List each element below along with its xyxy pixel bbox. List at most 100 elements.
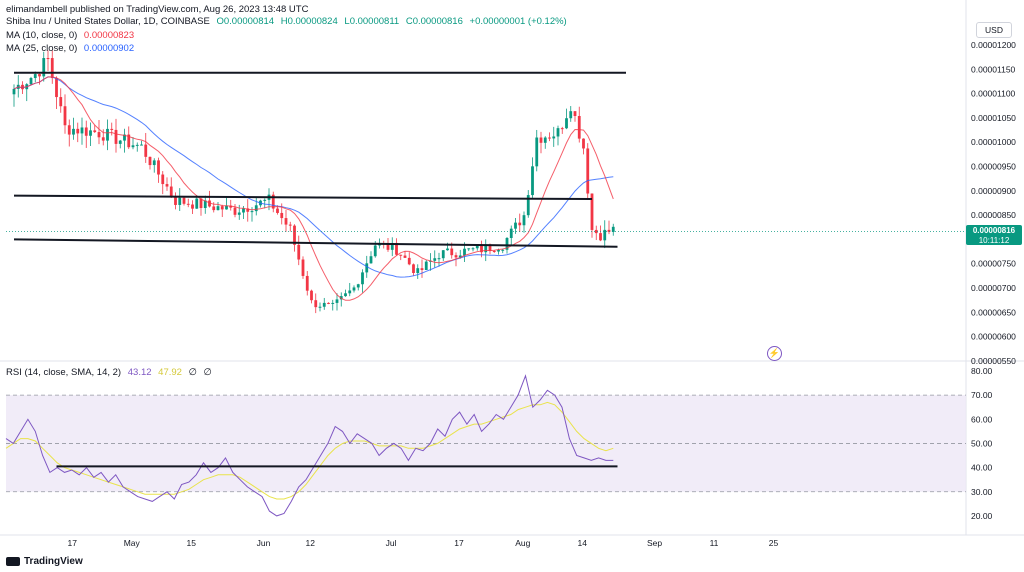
candle-body bbox=[42, 58, 46, 77]
candle-body bbox=[106, 128, 109, 141]
candle-body bbox=[446, 248, 449, 251]
rsi-tick-label: 30.00 bbox=[971, 487, 993, 497]
candle-body bbox=[420, 268, 424, 271]
candle-body bbox=[208, 200, 211, 207]
time-tick-label: Aug bbox=[515, 538, 530, 548]
candle-body bbox=[135, 144, 139, 146]
candle-body bbox=[573, 111, 577, 117]
price-tick-label: 0.00001000 bbox=[971, 137, 1016, 147]
candle-body bbox=[21, 84, 24, 90]
time-tick-label: 12 bbox=[306, 538, 316, 548]
candle-body bbox=[148, 156, 152, 166]
price-tick-label: 0.00001100 bbox=[971, 89, 1016, 99]
candle-body bbox=[127, 134, 131, 148]
candle-body bbox=[212, 206, 216, 211]
candle-body bbox=[416, 268, 420, 273]
time-tick-label: 17 bbox=[68, 538, 78, 548]
candle-body bbox=[531, 166, 534, 196]
candle-body bbox=[599, 233, 602, 241]
tradingview-logo: TradingView bbox=[6, 556, 83, 567]
candle-body bbox=[169, 186, 173, 197]
time-tick-label: 15 bbox=[187, 538, 197, 548]
rsi-line bbox=[5, 374, 614, 517]
candle-body bbox=[539, 137, 543, 143]
candle-body bbox=[556, 128, 560, 137]
rsi-label: RSI (14, close, SMA, 14, 2) bbox=[6, 367, 122, 378]
price-tick-label: 0.00000700 bbox=[971, 283, 1016, 293]
candle-body bbox=[467, 248, 471, 250]
candle-body bbox=[84, 127, 88, 136]
candle-body bbox=[12, 88, 16, 95]
time-tick-label: 25 bbox=[769, 538, 779, 548]
candle-body bbox=[301, 259, 305, 276]
symbol-legend: Shiba Inu / United States Dollar, 1D, CO… bbox=[6, 16, 571, 27]
candle-body bbox=[97, 132, 101, 138]
candle-body bbox=[412, 264, 415, 273]
candle-body bbox=[114, 129, 118, 144]
candle-body bbox=[288, 224, 292, 226]
candle-body bbox=[233, 207, 237, 215]
candle-body bbox=[552, 136, 556, 139]
candle-body bbox=[67, 125, 71, 135]
candle-body bbox=[586, 148, 590, 194]
price-tick-label: 0.00001050 bbox=[971, 113, 1016, 123]
time-tick-label: Sep bbox=[647, 538, 662, 548]
candle-body bbox=[454, 255, 458, 258]
price-tick-label: 0.00000750 bbox=[971, 259, 1016, 269]
candle-body bbox=[203, 200, 207, 209]
candle-body bbox=[293, 225, 296, 245]
candle-body bbox=[484, 244, 488, 253]
candle-body bbox=[458, 255, 462, 258]
candle-body bbox=[327, 302, 330, 304]
ma10-legend[interactable]: MA (10, close, 0) 0.00000823 bbox=[6, 30, 138, 41]
candle-body bbox=[229, 205, 233, 208]
candle-body bbox=[101, 137, 105, 141]
candle-body bbox=[373, 245, 377, 257]
candle-body bbox=[463, 248, 466, 256]
price-tick-label: 0.00001150 bbox=[971, 64, 1016, 74]
rsi-extra-1: ∅ bbox=[188, 367, 197, 378]
candle-body bbox=[191, 204, 194, 209]
candle-body bbox=[72, 128, 75, 135]
candle-body bbox=[577, 116, 581, 139]
candle-body bbox=[80, 127, 84, 134]
candle-body bbox=[144, 144, 148, 157]
candle-body bbox=[161, 174, 165, 185]
price-tick-label: 0.00001200 bbox=[971, 40, 1016, 50]
candle-body bbox=[607, 229, 611, 232]
candle-body bbox=[242, 208, 245, 213]
candle-body bbox=[55, 78, 58, 98]
candle-body bbox=[263, 199, 267, 201]
ohlc-close: C0.00000816 bbox=[405, 16, 463, 27]
candle-body bbox=[220, 206, 224, 210]
candle-body bbox=[535, 137, 539, 167]
time-tick-label: May bbox=[124, 538, 141, 548]
bolt-icon[interactable]: ⚡ bbox=[767, 346, 782, 361]
price-tick-label: 0.00000850 bbox=[971, 210, 1016, 220]
candle-body bbox=[271, 194, 275, 209]
candle-body bbox=[356, 284, 360, 288]
candle-body bbox=[399, 254, 403, 256]
candle-body bbox=[165, 184, 169, 187]
candle-body bbox=[297, 244, 301, 260]
rsi-tick-label: 40.00 bbox=[971, 463, 993, 473]
candle-body bbox=[594, 229, 598, 234]
candle-body bbox=[582, 138, 585, 149]
candle-body bbox=[543, 137, 547, 143]
candle-body bbox=[365, 263, 369, 273]
price-tick-label: 0.00000900 bbox=[971, 186, 1016, 196]
candle-body bbox=[280, 212, 284, 219]
time-tick-label: 11 bbox=[710, 538, 719, 548]
price-tick-label: 0.00000650 bbox=[971, 307, 1016, 317]
candle-body bbox=[437, 258, 441, 260]
rsi-legend[interactable]: RSI (14, close, SMA, 14, 2) 43.12 47.92 … bbox=[6, 367, 216, 378]
candle-body bbox=[199, 198, 203, 209]
ma25-legend[interactable]: MA (25, close, 0) 0.00000902 bbox=[6, 43, 138, 54]
candle-body bbox=[123, 134, 126, 141]
candle-body bbox=[611, 226, 615, 232]
candle-body bbox=[38, 74, 41, 77]
time-tick-label: Jul bbox=[386, 538, 397, 548]
candle-body bbox=[50, 58, 54, 79]
currency-selector[interactable]: USD bbox=[976, 22, 1012, 38]
